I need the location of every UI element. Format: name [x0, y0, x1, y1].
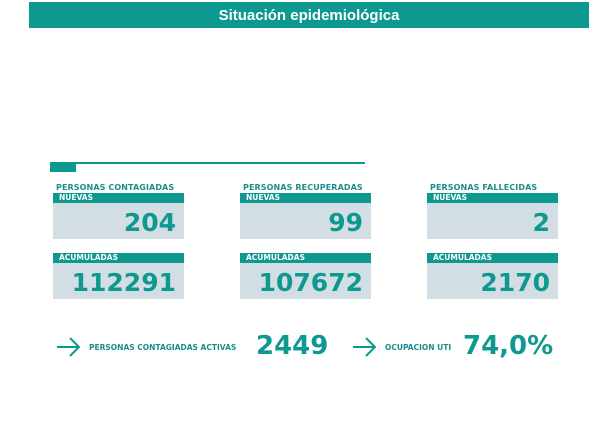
accent-divider — [50, 162, 365, 164]
card-category-label: PERSONAS FALLECIDAS — [430, 183, 538, 192]
total-cases-value: 112291 — [71, 268, 176, 297]
new-cases-label: NUEVAS — [53, 193, 184, 203]
arrow-right-icon — [353, 337, 377, 357]
new-deaths-value: 2 — [532, 208, 550, 237]
card-category-label: PERSONAS CONTAGIADAS — [56, 183, 175, 192]
total-deaths-box: ACUMULADAS 2170 — [427, 253, 558, 299]
new-cases-value: 204 — [123, 208, 176, 237]
total-cases-label: ACUMULADAS — [53, 253, 184, 263]
icu-occupancy-value: 74,0% — [463, 331, 554, 361]
active-cases-value: 2449 — [256, 331, 329, 361]
new-deaths-box: NUEVAS 2 — [427, 193, 558, 239]
active-cases-label: PERSONAS CONTAGIADAS ACTIVAS — [89, 343, 237, 352]
total-deaths-label: ACUMULADAS — [427, 253, 558, 263]
accent-block — [50, 162, 76, 172]
total-deaths-value: 2170 — [480, 268, 550, 297]
new-cases-box: NUEVAS 204 — [53, 193, 184, 239]
icu-occupancy-label: OCUPACION UTI — [385, 343, 452, 352]
total-recovered-label: ACUMULADAS — [240, 253, 371, 263]
page-title: Situación epidemiológica — [29, 2, 589, 28]
total-recovered-value: 107672 — [258, 268, 363, 297]
new-recovered-value: 99 — [328, 208, 363, 237]
arrow-right-icon — [57, 337, 81, 357]
card-category-label: PERSONAS RECUPERADAS — [243, 183, 363, 192]
new-recovered-label: NUEVAS — [240, 193, 371, 203]
total-recovered-box: ACUMULADAS 107672 — [240, 253, 371, 299]
new-recovered-box: NUEVAS 99 — [240, 193, 371, 239]
total-cases-box: ACUMULADAS 112291 — [53, 253, 184, 299]
new-deaths-label: NUEVAS — [427, 193, 558, 203]
